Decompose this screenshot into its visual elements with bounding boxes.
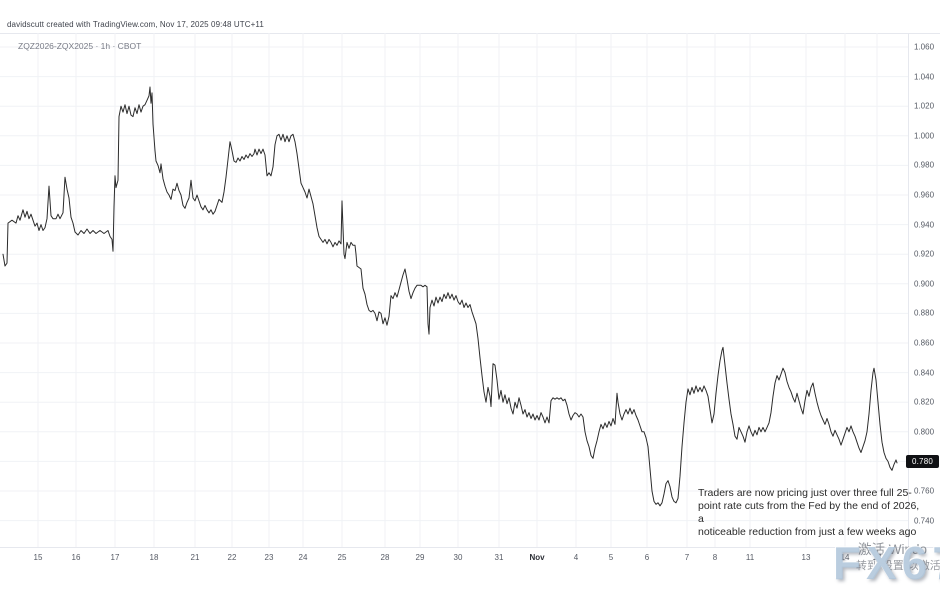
- time-axis-label: 25: [337, 553, 347, 562]
- fx678-watermark: FX678: [833, 537, 940, 589]
- symbol-label[interactable]: ZQZ2026-ZQX2025 · 1h · CBOT: [18, 41, 142, 51]
- time-axis-label: 28: [380, 553, 390, 562]
- time-axis-label: 5: [608, 553, 614, 562]
- price-axis-label: 1.020: [914, 101, 935, 111]
- price-axis-label: 0.740: [914, 516, 935, 526]
- time-axis-label: 11: [745, 553, 755, 562]
- top-divider: [0, 33, 940, 34]
- attribution-text: davidscutt created with TradingView.com,…: [7, 20, 264, 29]
- time-axis-label: 6: [644, 553, 650, 562]
- price-axis-label: 1.060: [914, 42, 935, 52]
- time-axis-label: 16: [71, 553, 81, 562]
- gridlines: [0, 33, 908, 547]
- price-axis-label: 0.980: [914, 160, 935, 170]
- time-axis-label: 8: [712, 553, 718, 562]
- time-axis-label: 22: [227, 553, 237, 562]
- price-line: [2, 86, 898, 507]
- price-axis-label: 0.900: [914, 279, 935, 289]
- price-axis-label: 0.760: [914, 486, 935, 496]
- windows-activation-watermark-line1: 激活 Windo: [858, 542, 928, 557]
- price-axis-label: 0.820: [914, 397, 935, 407]
- time-axis-label: 14: [840, 553, 850, 562]
- time-axis-label: 4: [573, 553, 579, 562]
- time-axis-label: 29: [415, 553, 425, 562]
- time-axis-label: 17: [872, 553, 882, 562]
- price-axis-label: 1.000: [914, 131, 935, 141]
- price-axis-label: 0.800: [914, 427, 935, 437]
- time-axis-label: 18: [149, 553, 159, 562]
- time-axis-label: 13: [801, 553, 811, 562]
- price-axis-label: 1.040: [914, 72, 935, 82]
- time-axis-label: 24: [298, 553, 308, 562]
- time-axis-label: Nov: [529, 553, 545, 562]
- windows-activation-watermark-line2: 转到"设置"以激活: [856, 560, 940, 572]
- time-axis-label: 30: [453, 553, 463, 562]
- price-axis-label: 0.960: [914, 190, 935, 200]
- price-axis-label: 0.840: [914, 368, 935, 378]
- price-axis-label: 0.940: [914, 220, 935, 230]
- price-axis-label: 0.880: [914, 308, 935, 318]
- annotation-text: Traders are now pricing just over three …: [698, 487, 920, 538]
- time-axis-label: 31: [494, 553, 504, 562]
- price-axis-divider: [908, 33, 909, 547]
- time-axis-label: 23: [264, 553, 274, 562]
- time-axis-label: 15: [33, 553, 43, 562]
- last-price-label: 0.780: [906, 454, 939, 468]
- time-axis-label: 17: [110, 553, 120, 562]
- price-axis-label: 0.920: [914, 249, 935, 259]
- time-axis-label: 7: [684, 553, 690, 562]
- price-axis-label: 0.860: [914, 338, 935, 348]
- time-axis-divider: [0, 547, 940, 548]
- time-axis-label: 21: [190, 553, 200, 562]
